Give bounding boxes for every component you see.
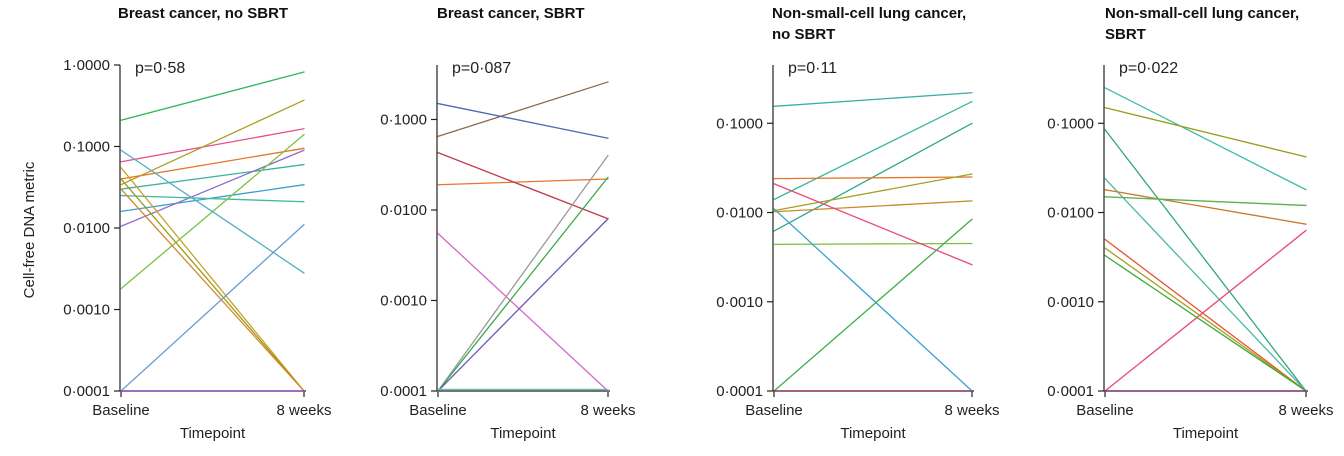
series-line-patient-1 [120,71,305,121]
series-line-patient-13 [120,188,305,392]
series-line-patient-2 [120,128,305,163]
x-axis-label: Timepoint [490,425,556,442]
panel-title: Breast cancer, SBRT [437,5,585,22]
x-tick-label: 8 weeks [580,402,635,419]
series-line-patient-10 [1104,229,1307,392]
x-tick-label: Baseline [409,402,467,419]
y-tick-label: 0·0001 [380,383,427,400]
series-line-patient-4 [1104,177,1307,392]
panel-3: Non-small-cell lung cancer, no SBRT 0·0001… [716,5,999,442]
panel-2: Breast cancer, SBRT 0·0001 0·0010 0·0100 0·1… [380,5,635,442]
y-tick-label: 0·0010 [380,292,427,309]
y-tick-label: 0·1000 [716,115,763,132]
series-line-patient-8 [773,183,973,266]
panel-4: Non-small-cell lung cancer, SBRT 0·0001 0·0… [1047,5,1333,442]
y-tick-label: 0·1000 [63,139,110,156]
series-line-patient-6 [773,200,973,213]
x-tick-label: Baseline [92,402,150,419]
series-line-patient-9 [1104,254,1307,392]
x-axis-label: Timepoint [840,425,906,442]
panel-title: no SBRT [772,26,835,43]
x-tick-label: 8 weeks [1278,402,1333,419]
y-tick-label: 0·0010 [716,294,763,311]
panel-title: Non-small-cell lung cancer, [772,5,966,22]
series-line-patient-6 [437,154,609,392]
series-line-patient-9 [773,208,973,392]
series-line-patient-1 [773,92,973,107]
series-line-patient-2 [773,100,973,201]
series-line-patient-1 [437,81,609,138]
y-tick-label: 0·0010 [63,302,110,319]
series-line-patient-8 [437,218,609,392]
y-tick-label: 0·1000 [1047,115,1094,132]
series-line-patient-2 [437,102,609,139]
series-line-patient-2 [1104,106,1307,158]
series-line-patient-4 [773,176,973,180]
x-axis-label: Timepoint [1173,425,1239,442]
series-line-patient-3 [1104,128,1307,392]
panel-title: Breast cancer, no SBRT [118,5,288,22]
y-tick-label: 0·0001 [63,383,110,400]
series-line-patient-14 [120,223,305,392]
panel-title: Non-small-cell lung cancer, [1105,5,1299,22]
series-line-patient-8 [1104,247,1307,392]
x-tick-label: Baseline [745,402,803,419]
series-line-patient-12 [120,178,305,392]
series-line-patient-4 [120,163,305,190]
x-tick-label: 8 weeks [276,402,331,419]
series-line-patient-6 [120,194,305,203]
series-line-patient-3 [120,147,305,180]
y-tick-label: 0·0100 [380,202,427,219]
panels: Breast cancer, no SBRT 0·0001 0·0010 0·0100… [63,5,1333,442]
y-tick-label: 0·0100 [63,220,110,237]
y-tick-label: 0·0010 [1047,294,1094,311]
panel-1: Breast cancer, no SBRT 0·0001 0·0010 0·0100… [63,5,331,442]
x-axis-label: Timepoint [180,425,246,442]
series-line-patient-11 [120,167,305,392]
series-line-patient-6 [1104,196,1307,207]
p-value: p=0·087 [452,60,511,77]
series-line-patient-5 [773,173,973,212]
p-value: p=0·022 [1119,60,1178,77]
x-tick-label: Baseline [1076,402,1134,419]
series-line-patient-3 [437,178,609,186]
y-tick-label: 0·0001 [1047,383,1094,400]
y-tick-label: 0·0100 [716,205,763,222]
y-tick-label: 0·0001 [716,383,763,400]
p-value: p=0·11 [788,60,837,77]
series-line-patient-5 [437,232,609,392]
series-line-patient-7 [437,176,609,392]
series-line-patient-5 [1104,189,1307,225]
y-tick-label: 0·1000 [380,111,427,128]
series-line-patient-7 [1104,238,1307,392]
y-tick-label: 0·0100 [1047,205,1094,222]
x-tick-label: 8 weeks [944,402,999,419]
series-line-patient-7 [773,242,973,245]
series-line-patient-1 [1104,87,1307,191]
series-line-patient-10 [773,218,973,392]
series-line-patient-4 [437,152,609,220]
y-axis-label: Cell-free DNA metric [21,161,38,298]
panel-title: SBRT [1105,26,1146,43]
y-tick-label: 1·0000 [63,57,110,74]
p-value: p=0·58 [135,60,185,77]
